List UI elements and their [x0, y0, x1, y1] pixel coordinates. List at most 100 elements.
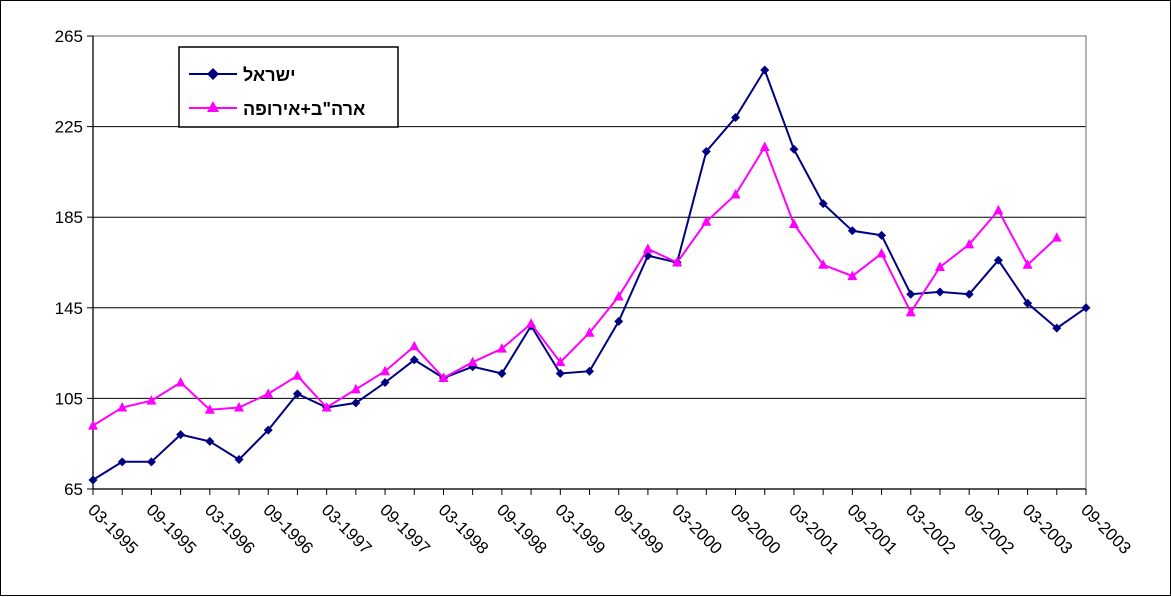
- data-point: [526, 318, 537, 328]
- y-tick-label: 225: [55, 118, 83, 137]
- data-point: [642, 243, 653, 253]
- data-point: [263, 425, 273, 435]
- data-point: [731, 113, 741, 123]
- data-point: [788, 218, 799, 228]
- x-tick-label: 03-1998: [435, 500, 493, 558]
- x-tick-label: 03-2001: [785, 500, 843, 558]
- data-point: [1023, 298, 1033, 308]
- x-tick-label: 03-1999: [551, 500, 609, 558]
- legend: ישראל ארה"ב+אירופה: [178, 46, 399, 128]
- data-point: [409, 340, 420, 351]
- data-point: [1051, 232, 1062, 242]
- data-point: [730, 189, 741, 199]
- data-point: [321, 401, 332, 412]
- x-tick-label: 09-1999: [610, 500, 668, 558]
- series-lines: [88, 65, 1091, 485]
- x-tick-label: 03-1995: [84, 500, 142, 558]
- data-point: [117, 401, 128, 412]
- series-line: [92, 144, 1058, 427]
- data-point: [350, 383, 361, 394]
- x-tick-label: 03-1997: [318, 500, 376, 558]
- data-point: [818, 199, 828, 209]
- data-point: [906, 289, 916, 299]
- data-point: [88, 420, 98, 430]
- data-point: [993, 204, 1004, 215]
- data-point: [1081, 303, 1091, 313]
- x-tick-label: 09-2003: [1077, 500, 1135, 558]
- y-tick-label: 265: [55, 27, 83, 46]
- x-tick-label: 09-1995: [143, 500, 201, 558]
- data-point: [497, 368, 507, 378]
- legend-marker-israel: [207, 68, 219, 80]
- series-2: [88, 141, 1062, 430]
- legend-label-israel: ישראל: [243, 65, 296, 85]
- data-point: [292, 370, 303, 380]
- x-tick-label: 09-2000: [727, 500, 785, 558]
- gridlines: [93, 126, 1086, 399]
- data-point: [555, 356, 566, 367]
- data-point: [935, 287, 945, 297]
- data-point: [234, 401, 245, 412]
- data-point: [292, 389, 302, 399]
- x-tick-label: 09-2001: [844, 500, 902, 558]
- data-point: [204, 404, 215, 414]
- data-point: [175, 377, 186, 387]
- x-tick-label: 09-2002: [960, 500, 1018, 558]
- series-line: [92, 67, 1087, 481]
- data-point: [88, 475, 98, 485]
- data-point: [438, 372, 449, 383]
- y-tick-label: 105: [55, 389, 83, 408]
- data-point: [117, 457, 127, 467]
- data-point: [176, 430, 186, 440]
- data-point: [409, 355, 419, 365]
- data-point: [555, 368, 565, 378]
- data-point: [905, 306, 916, 317]
- data-point: [964, 238, 975, 249]
- data-point: [146, 457, 156, 467]
- legend-label-us-europe: ארה"ב+אירופה: [243, 99, 365, 119]
- data-point: [613, 290, 624, 301]
- legend-box: [178, 46, 399, 128]
- data-point: [467, 356, 478, 367]
- data-point: [584, 327, 595, 337]
- data-point: [205, 436, 215, 446]
- data-point: [877, 230, 887, 240]
- y-tick-label: 65: [64, 480, 83, 499]
- data-point: [847, 270, 858, 281]
- data-point: [234, 455, 244, 465]
- data-point: [672, 257, 683, 267]
- data-point: [380, 365, 391, 376]
- x-tick-label: 09-1998: [493, 500, 551, 558]
- data-point: [789, 144, 799, 154]
- data-point: [614, 316, 624, 326]
- x-tick-label: 09-1997: [376, 500, 434, 558]
- series-1: [88, 65, 1091, 485]
- data-point: [701, 147, 711, 157]
- y-tick-label: 145: [55, 299, 83, 318]
- data-point: [760, 65, 770, 75]
- data-point: [818, 259, 829, 269]
- x-tick-label: 03-1996: [201, 500, 259, 558]
- data-point: [146, 395, 157, 405]
- data-point: [496, 343, 507, 353]
- data-point: [876, 247, 887, 258]
- data-point: [847, 226, 857, 236]
- data-point: [993, 255, 1003, 265]
- data-point: [380, 378, 390, 388]
- x-tick-label: 03-2003: [1019, 500, 1077, 558]
- data-point: [1022, 259, 1033, 269]
- y-tick-label: 185: [55, 208, 83, 227]
- data-point: [585, 366, 594, 376]
- x-tick-label: 03-2002: [902, 500, 960, 558]
- data-point: [1052, 323, 1062, 333]
- data-point: [964, 289, 974, 299]
- x-tick-label: 03-2000: [668, 500, 726, 558]
- data-point: [759, 141, 770, 151]
- data-point: [934, 261, 945, 272]
- x-tick-label: 09-1996: [259, 500, 317, 558]
- data-point: [701, 216, 712, 226]
- legend-marker-us-europe: [207, 101, 219, 112]
- data-point: [351, 398, 361, 408]
